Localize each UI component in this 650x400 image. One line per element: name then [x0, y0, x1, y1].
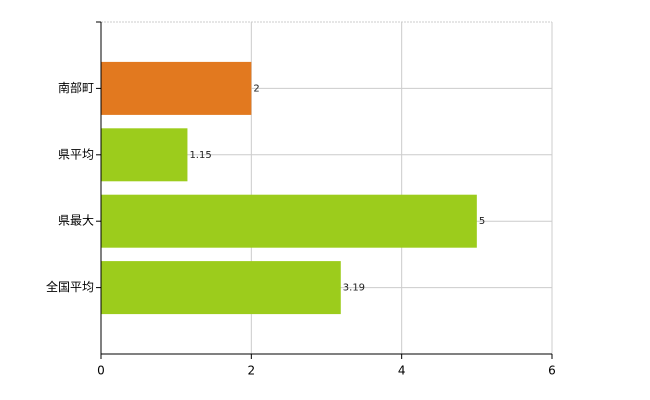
value-label: 1.15: [189, 150, 211, 161]
bar: [101, 128, 188, 182]
value-label: 2: [253, 83, 259, 94]
x-tick-label: 0: [97, 364, 105, 378]
value-label: 3.19: [343, 283, 365, 294]
y-tick-label: 県最大: [58, 214, 94, 228]
x-tick-label: 6: [548, 364, 556, 378]
y-tick-label: 県平均: [58, 147, 94, 161]
value-label: 5: [479, 216, 485, 227]
x-tick-label: 2: [248, 364, 256, 378]
bar: [101, 194, 477, 248]
y-tick-label: 全国平均: [46, 279, 94, 294]
bar: [101, 261, 341, 315]
x-tick-label: 4: [398, 364, 406, 378]
y-tick-label: 南部町: [58, 80, 94, 95]
bar: [101, 61, 252, 115]
